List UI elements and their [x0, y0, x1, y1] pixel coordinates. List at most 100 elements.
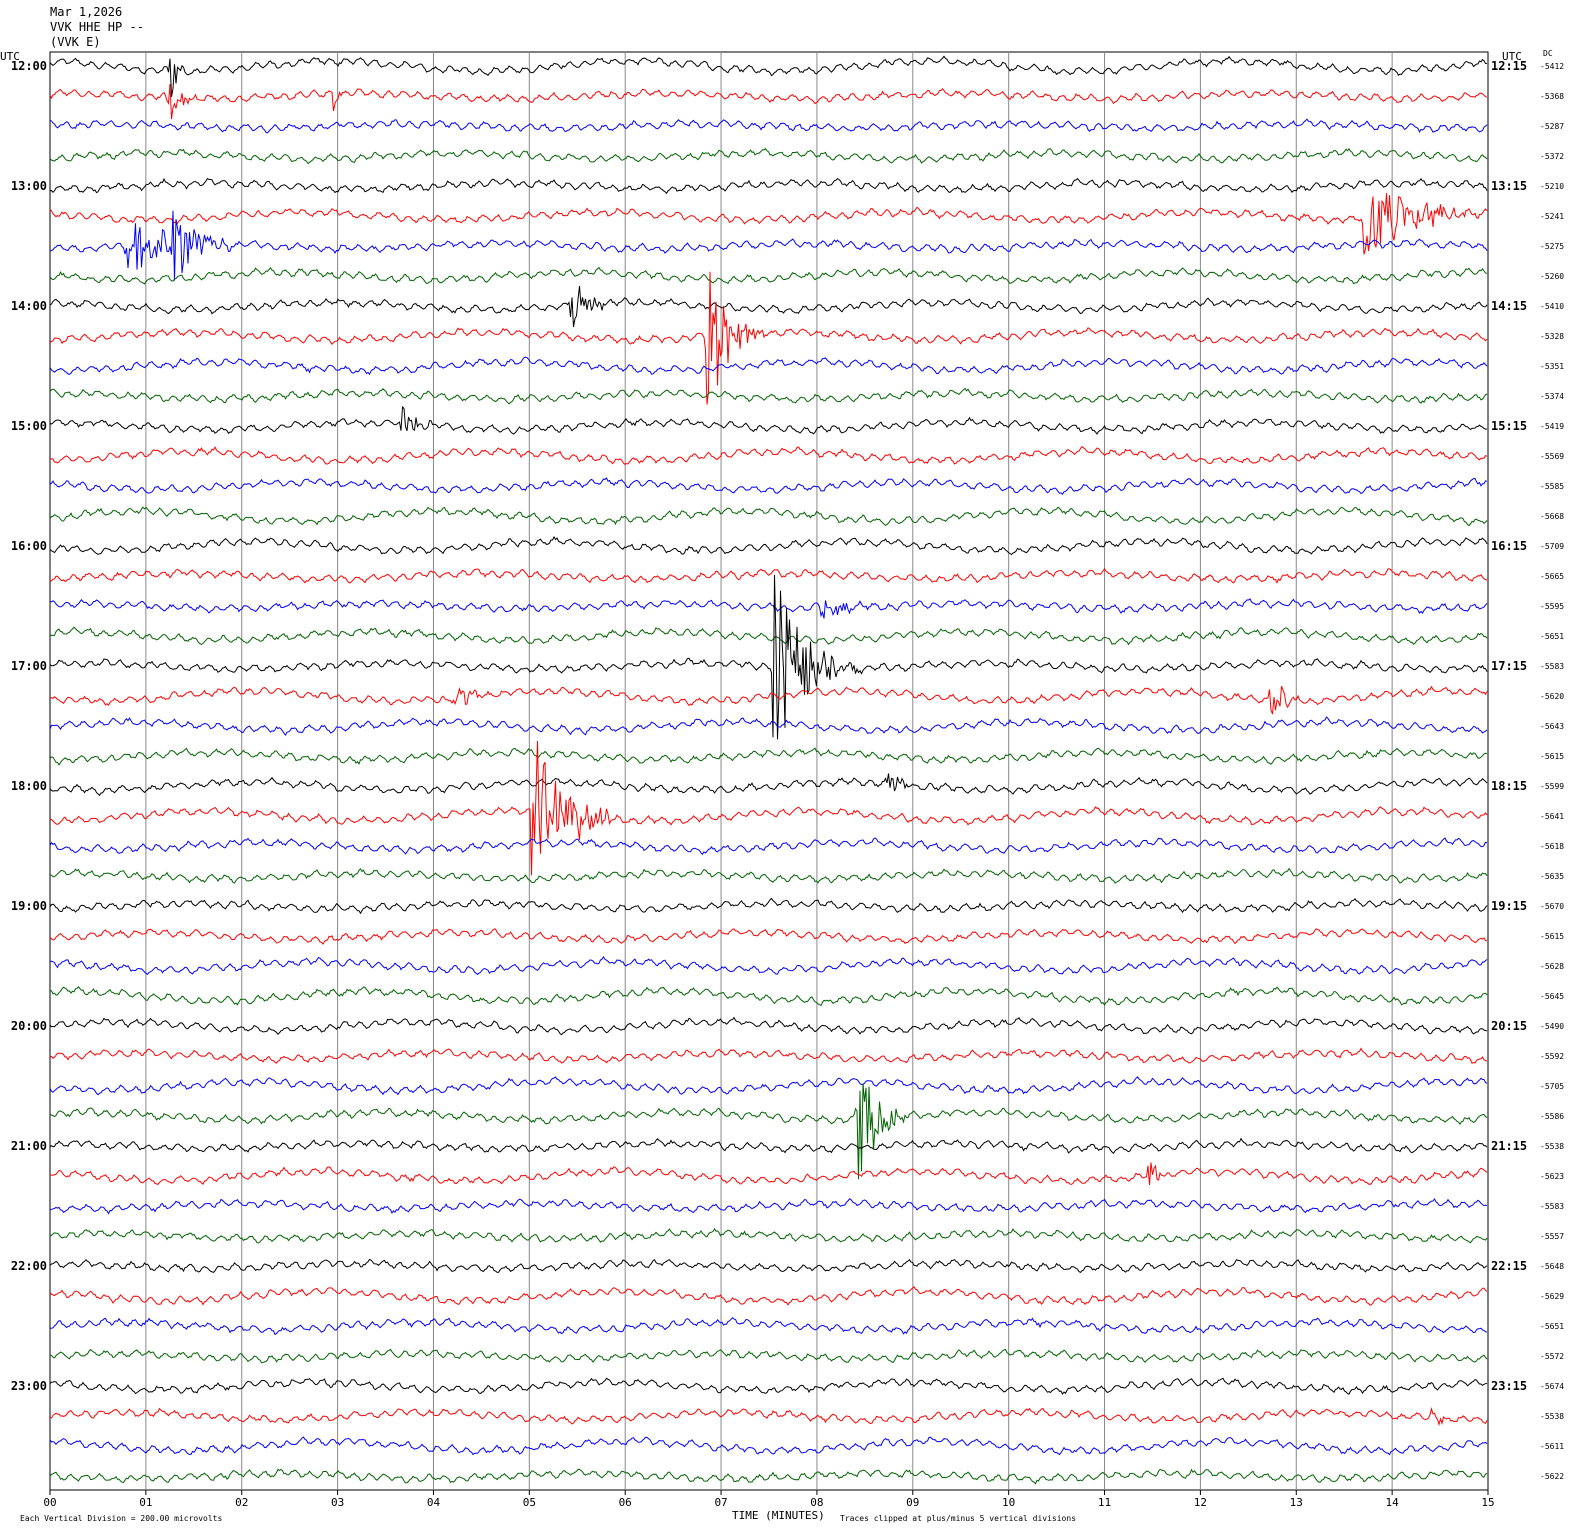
x-tick-label: 05: [523, 1496, 536, 1509]
x-tick-label: 04: [427, 1496, 441, 1509]
seismic-trace: [49, 1137, 1488, 1155]
dc-offset-label: -5260: [1540, 272, 1564, 281]
seismic-trace: [49, 84, 1488, 120]
dc-offset-label: -5595: [1540, 602, 1564, 611]
seismic-trace: [49, 1198, 1488, 1215]
seismic-trace: [49, 506, 1488, 527]
seismic-trace: [49, 567, 1488, 584]
dc-offset-label: -5629: [1540, 1292, 1564, 1301]
seismic-trace: [49, 1047, 1488, 1064]
seismic-trace: [49, 405, 1488, 435]
dc-offset-label: -5643: [1540, 722, 1564, 731]
hour-label-left: 13:00: [11, 179, 47, 193]
hour-label-right: 15:15: [1491, 419, 1527, 433]
seismic-trace: [49, 598, 1488, 619]
x-tick-label: 11: [1098, 1496, 1111, 1509]
hour-label-left: 18:00: [11, 779, 47, 793]
dc-offset-label: -5583: [1540, 662, 1564, 671]
seismic-trace: [49, 1436, 1488, 1456]
dc-offset-label: -5599: [1540, 782, 1564, 791]
dc-offset-label: -5287: [1540, 122, 1564, 131]
dc-offset-label: -5410: [1540, 302, 1564, 311]
seismic-trace: [49, 445, 1488, 465]
x-tick-label: 07: [714, 1496, 727, 1509]
dc-offset-label: -5665: [1540, 572, 1564, 581]
seismic-trace: [49, 716, 1488, 737]
x-tick-label: 14: [1386, 1496, 1400, 1509]
seismic-trace: [49, 1377, 1488, 1395]
dc-offset-label: -5618: [1540, 842, 1564, 851]
dc-offset-label: -5585: [1540, 482, 1564, 491]
dc-offset-label: -5374: [1540, 392, 1564, 401]
seismic-trace: [49, 773, 1488, 797]
x-tick-label: 13: [1290, 1496, 1303, 1509]
dc-offset-label: -5674: [1540, 1382, 1564, 1391]
dc-offset-label: -5645: [1540, 992, 1564, 1001]
dc-offset-label: -5328: [1540, 332, 1564, 341]
seismic-trace: [49, 1258, 1488, 1274]
hour-label-left: 23:00: [11, 1379, 47, 1393]
x-axis-label: TIME (MINUTES): [732, 1509, 825, 1522]
seismic-trace: [49, 985, 1488, 1007]
hour-label-right: 17:15: [1491, 659, 1527, 673]
hour-label-right: 18:15: [1491, 779, 1527, 793]
seismic-trace: [49, 118, 1488, 134]
dc-offset-label: -5569: [1540, 452, 1564, 461]
plot-grid: [49, 51, 1489, 1495]
dc-offset-label: -5709: [1540, 542, 1564, 551]
dc-offset-label: -5538: [1540, 1142, 1564, 1151]
hour-label-left: 20:00: [11, 1019, 47, 1033]
seismic-trace: [49, 574, 1488, 740]
seismic-trace: [49, 867, 1488, 884]
seismic-trace: [49, 285, 1488, 328]
dc-offset-label: -5210: [1540, 182, 1564, 191]
seismic-trace: [49, 1076, 1488, 1096]
hour-label-left: 19:00: [11, 899, 47, 913]
dc-offset-label: -5615: [1540, 752, 1564, 761]
left-axis-label: UTC: [0, 50, 20, 63]
hour-label-right: 19:15: [1491, 899, 1527, 913]
hour-label-right: 23:15: [1491, 1379, 1527, 1393]
dc-offset-label: -5275: [1540, 242, 1564, 251]
dc-offset-label: -5351: [1540, 362, 1564, 371]
dc-offset-label: -5615: [1540, 932, 1564, 941]
dc-offset-label: -5572: [1540, 1352, 1564, 1361]
seismic-trace: [49, 928, 1488, 945]
seismic-trace: [49, 740, 1488, 876]
seismic-trace: [49, 1227, 1488, 1244]
hour-label-left: 16:00: [11, 539, 47, 553]
seismic-trace: [49, 1083, 1488, 1180]
seismic-trace: [49, 1016, 1488, 1036]
header-channel: VVK HHE HP --: [50, 20, 144, 34]
dc-offset-label: -5651: [1540, 1322, 1564, 1331]
header-station: (VVK E): [50, 35, 101, 49]
x-tick-label: 02: [235, 1496, 248, 1509]
dc-offset-label: -5583: [1540, 1202, 1564, 1211]
seismic-trace: [49, 535, 1488, 556]
seismic-trace: [49, 1348, 1488, 1364]
x-tick-label: 10: [1002, 1496, 1015, 1509]
dc-offset-label: -5419: [1540, 422, 1564, 431]
hour-label-right: 21:15: [1491, 1139, 1527, 1153]
seismic-trace: [49, 356, 1488, 376]
dc-offset-label: -5586: [1540, 1112, 1564, 1121]
dc-offset-label: -5651: [1540, 632, 1564, 641]
seismic-trace: [49, 193, 1488, 255]
hour-label-left: 22:00: [11, 1259, 47, 1273]
seismic-trace: [49, 685, 1488, 715]
seismic-traces: [49, 55, 1488, 1485]
seismic-trace: [49, 266, 1488, 285]
dc-offset-label: -5592: [1540, 1052, 1564, 1061]
dc-offset-label: -5623: [1540, 1172, 1564, 1181]
x-tick-label: 08: [810, 1496, 823, 1509]
dc-offset-label: -5611: [1540, 1442, 1564, 1451]
x-tick-label: 15: [1481, 1496, 1494, 1509]
hour-label-left: 17:00: [11, 659, 47, 673]
seismic-trace: [49, 837, 1488, 855]
dc-offset-label: -5368: [1540, 92, 1564, 101]
dc-offset-label: -5412: [1540, 62, 1564, 71]
footer-scale: Each Vertical Division = 200.00 microvol…: [20, 1514, 222, 1523]
seismic-trace: [49, 897, 1488, 915]
seismic-trace: [49, 626, 1488, 646]
